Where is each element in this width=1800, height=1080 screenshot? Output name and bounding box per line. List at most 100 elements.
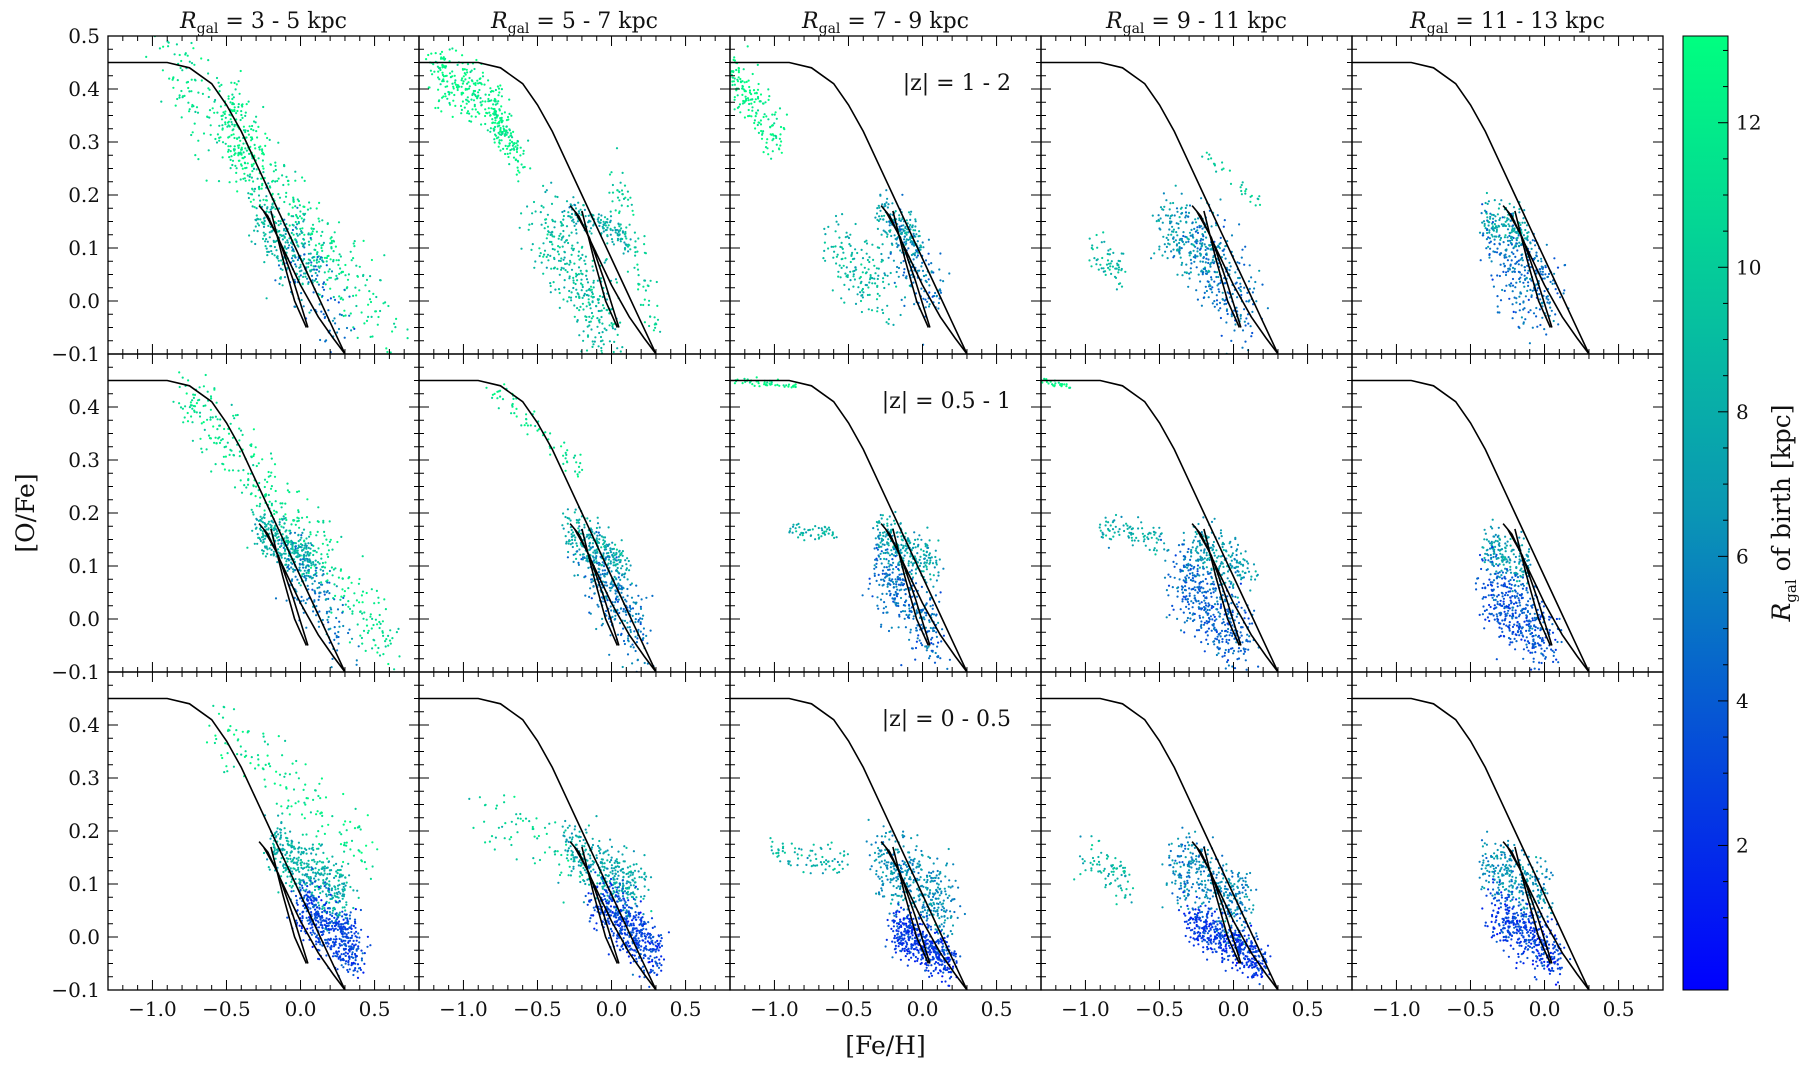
star-point [360,594,363,597]
star-point [480,103,483,106]
star-point [279,234,282,237]
star-point [309,207,312,210]
star-point [927,278,930,281]
star-point [598,309,602,313]
star-point [309,259,312,262]
star-point [1529,277,1532,281]
star-point [298,566,301,569]
star-point [1527,231,1530,234]
star-point [280,539,283,542]
star-point [628,223,631,226]
star-point [515,142,518,145]
star-point [868,281,871,284]
star-point [823,249,826,252]
star-point [610,238,614,241]
star-point [313,248,316,251]
star-point [238,159,241,162]
star-point [737,76,740,79]
star-point [900,261,903,264]
star-point [511,144,514,147]
star-point [547,231,551,234]
star-point [881,203,884,206]
star-point [251,511,254,514]
star-point [270,526,273,529]
star-point [539,211,542,214]
star-point [835,255,839,258]
star-point [294,542,297,545]
star-point [280,542,283,545]
star-point [860,280,863,283]
star-point [885,201,888,204]
star-point [183,416,186,419]
star-point [321,618,324,622]
star-point [1510,235,1513,238]
star-point [378,654,382,657]
star-point [441,57,445,60]
star-point [1245,317,1248,320]
star-point [1161,254,1164,257]
star-point [1180,247,1183,250]
star-point [539,252,542,255]
star-point [741,93,744,96]
star-point [637,288,640,291]
star-point [637,283,640,286]
star-point [839,276,842,279]
star-point [357,582,360,585]
star-point [296,206,299,209]
star-point [926,300,929,303]
star-point [513,412,516,415]
star-point [1194,218,1197,221]
panel-frame [1351,35,1664,355]
star-point [1168,220,1172,223]
star-point [896,244,900,247]
star-point [384,301,387,304]
star-point [308,201,311,204]
star-point [1169,202,1172,205]
star-point [233,486,237,489]
star-point [522,152,525,155]
star-point [307,546,310,550]
star-point [621,230,625,233]
star-point [1191,243,1194,246]
star-point [298,562,301,565]
star-point [875,212,879,215]
star-point [1522,301,1525,304]
star-point [1188,231,1192,234]
star-point [271,180,274,183]
star-point [207,434,211,437]
star-point [1540,257,1543,260]
star-point [902,274,905,277]
star-point [878,215,881,218]
star-point [299,210,302,213]
star-point [560,268,563,271]
star-point [531,212,534,215]
star-point [325,260,328,263]
star-point [587,220,590,223]
star-point [843,283,846,286]
star-point [754,98,757,101]
star-point [1175,244,1178,247]
star-point [315,566,318,570]
star-point [880,233,883,236]
star-point [343,309,346,312]
star-point [871,282,874,285]
star-point [488,93,491,96]
star-point [387,644,390,647]
star-point [596,317,599,320]
star-point [600,309,603,312]
star-point [266,548,269,551]
star-point [518,226,521,229]
star-point [333,583,336,586]
star-point [378,613,381,617]
star-point [229,167,232,170]
star-point [844,257,847,260]
star-point [161,69,164,72]
star-point [341,298,345,301]
star-point [461,54,464,57]
star-point [499,149,502,152]
star-point [605,228,608,232]
star-point [471,92,474,95]
star-point [1512,236,1515,240]
star-point [836,253,839,256]
star-point [1187,215,1190,218]
